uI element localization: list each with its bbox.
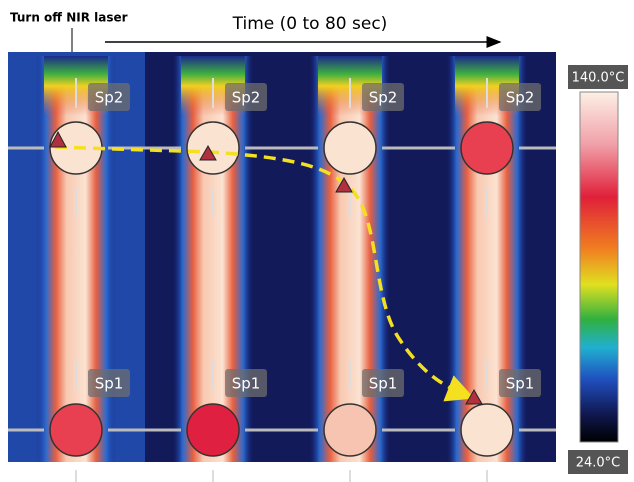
spot-circle [324,122,376,174]
note: Turn off NIR laser [10,11,128,25]
min-label: 24.0°C [576,456,621,471]
hot-strip [36,56,116,462]
spot-circle [324,404,376,456]
hot-strip [173,56,253,462]
spot-circle [50,404,102,456]
hot-strip [447,56,527,462]
hot-strip [310,56,390,462]
figure: Turn off NIR laser Time (0 to 80 sec) Sp… [0,0,634,482]
max-label: 140.0°C [572,71,625,86]
spot-circle [187,122,239,174]
colorbar [580,92,618,442]
spot-label: Sp1 [369,375,398,393]
spot-label: Sp2 [369,89,398,107]
spot-label: Sp2 [95,89,124,107]
spot-circle [187,404,239,456]
spot-circle [461,122,513,174]
spot-label: Sp1 [232,375,261,393]
spot-label: Sp1 [506,375,535,393]
spot-label: Sp2 [506,89,535,107]
spot-label: Sp2 [232,89,261,107]
time-label: Time (0 to 80 sec) [232,14,388,34]
spot-label: Sp1 [95,375,124,393]
spot-circle [461,404,513,456]
thermal-panels: Sp2 Sp1 Sp2 Sp1 Sp2 Sp1 Sp2 Sp1 [8,52,556,482]
